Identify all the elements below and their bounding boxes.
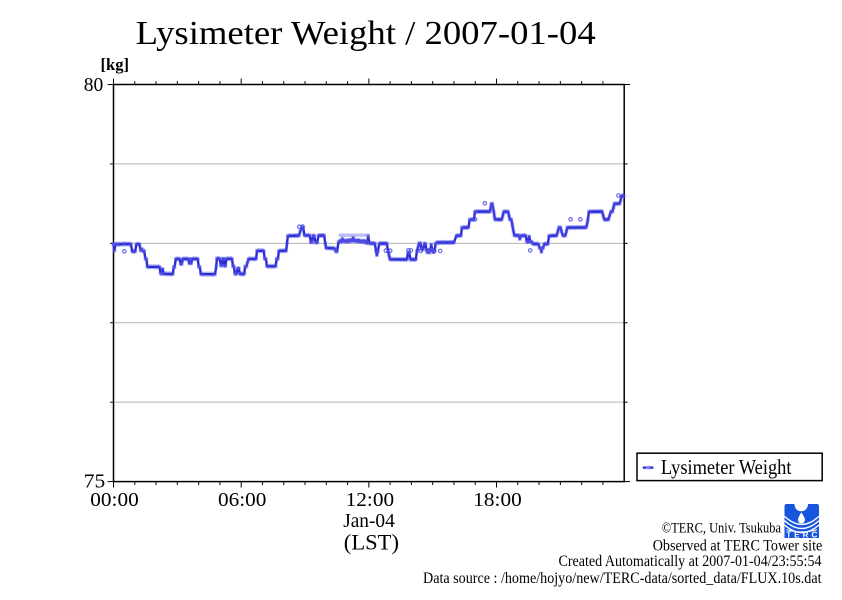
svg-text:Jan-04: Jan-04 xyxy=(343,511,395,532)
svg-text:Data source : /home/hojyo/new/: Data source : /home/hojyo/new/TERC-data/… xyxy=(423,570,822,587)
svg-text:(LST): (LST) xyxy=(344,530,399,555)
svg-text:75: 75 xyxy=(84,471,106,492)
svg-text:TERC: TERC xyxy=(786,530,820,539)
svg-text:18:00: 18:00 xyxy=(473,490,521,511)
svg-text:Observed at TERC Tower site: Observed at TERC Tower site xyxy=(653,537,823,554)
svg-text:06:00: 06:00 xyxy=(218,490,266,511)
svg-text:12:00: 12:00 xyxy=(346,490,394,511)
svg-text:©TERC, Univ. Tsukuba: ©TERC, Univ. Tsukuba xyxy=(662,520,782,536)
svg-text:[kg]: [kg] xyxy=(101,55,130,74)
svg-text:00:00: 00:00 xyxy=(90,490,138,511)
svg-text:Lysimeter Weight / 2007-01-04: Lysimeter Weight / 2007-01-04 xyxy=(136,15,596,52)
svg-text:Created Automatically at 2007-: Created Automatically at 2007-01-04/23:5… xyxy=(559,553,822,570)
svg-text:Lysimeter Weight: Lysimeter Weight xyxy=(661,455,792,479)
svg-text:80: 80 xyxy=(84,75,104,96)
